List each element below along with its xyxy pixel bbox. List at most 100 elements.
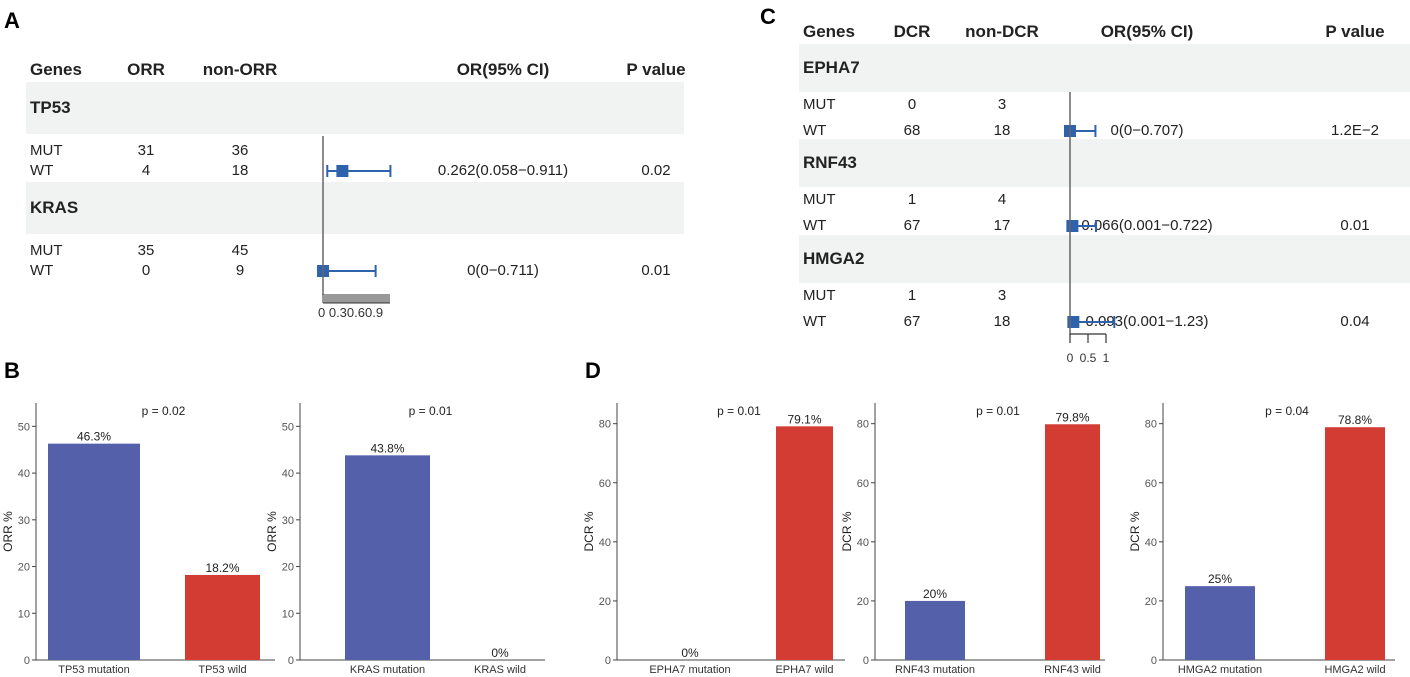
y-axis-label: DCR % [582,511,596,551]
count-responder: 0 [907,96,917,113]
p-value: 0.02 [641,162,671,179]
gene-name: HMGA2 [803,249,865,268]
p-annotation: p = 0.02 [142,404,186,418]
bar-tp53-wild [185,574,260,660]
or-ci-text: 0(0−0.711) [467,262,539,279]
column-header: OR(95% CI) [1100,22,1194,41]
count-nonresponder: 4 [997,191,1007,208]
count-responder: 4 [141,162,151,179]
bar-hmga2-mutation [1185,586,1255,660]
bar-value-label: 25% [1208,572,1232,586]
y-tick-label: 20 [1145,596,1157,608]
column-header: Genes [803,22,855,41]
y-axis-label: DCR % [840,511,854,551]
bar-rnf43-mutation [905,600,965,660]
x-tick-label: TP53 mutation [58,664,130,676]
y-tick-label: 30 [18,515,30,527]
bar-value-label: 46.3% [77,430,111,444]
x-tick-label: RNF43 mutation [895,664,975,676]
count-nonresponder: 18 [993,313,1011,330]
column-header: non-DCR [965,22,1039,41]
bar-value-label: 79.8% [1055,410,1089,424]
forest-marks: 0 0.5 1 [1064,92,1116,365]
axis-tick-labels: 0 0.30.60.9 [318,305,383,320]
y-tick-label: 30 [282,515,294,527]
count-responder: 31 [137,142,155,159]
x-tick-label: KRAS wild [474,664,526,676]
gene-band [799,139,1410,187]
y-tick-label: 0 [863,655,869,667]
p-annotation: p = 0.01 [717,404,761,418]
y-tick-label: 40 [282,468,294,480]
bar-value-label: 79.1% [787,412,821,426]
y-tick-label: 60 [599,478,611,490]
bar-rnf43-wild [1045,424,1100,660]
column-header: P value [1325,22,1385,41]
row-label: MUT [30,242,63,259]
count-nonresponder: 3 [997,287,1007,304]
y-tick-label: 80 [599,419,611,431]
y-axis-label: ORR % [1,511,15,552]
p-value: 0.01 [1340,217,1370,234]
row-label: WT [803,122,827,139]
column-header: DCR [893,22,931,41]
column-header: non-ORR [202,60,278,79]
count-responder: 68 [903,122,921,139]
row-label: WT [30,262,54,279]
count-nonresponder: 18 [993,122,1011,139]
x-tick-label: TP53 wild [198,664,246,676]
or-point [336,165,349,177]
p-value: 0.04 [1340,313,1370,330]
row-label: WT [803,313,827,330]
count-nonresponder: 17 [993,217,1011,234]
count-nonresponder: 36 [231,142,249,159]
y-tick-label: 20 [599,596,611,608]
y-tick-label: 60 [1145,478,1157,490]
y-tick-label: 60 [857,478,869,490]
y-tick-label: 20 [282,562,294,574]
y-axis-label: ORR % [265,511,279,552]
x-tick-label: EPHA7 wild [775,664,833,676]
bar-kras-mutation [345,455,430,660]
panel-label-a: A [4,8,20,33]
x-tick-label: EPHA7 mutation [649,664,730,676]
or-ci-text: 0.066(0.001−0.722) [1081,217,1213,234]
gene-band [26,182,684,234]
count-responder: 1 [907,287,917,304]
y-tick-label: 80 [857,419,869,431]
y-tick-label: 80 [1145,419,1157,431]
row-label: WT [30,162,54,179]
count-nonresponder: 3 [997,96,1007,113]
x-tick-label: RNF43 wild [1044,664,1101,676]
bar-value-label: 78.8% [1338,413,1372,427]
x-tick-label: HMGA2 wild [1324,664,1385,676]
gene-name: RNF43 [803,153,857,172]
gene-band [799,44,1410,92]
column-header: OR(95% CI) [456,60,550,79]
row-label: MUT [803,96,836,113]
bar-value-label: 20% [923,587,947,601]
bar-value-label: 43.8% [370,441,404,455]
bar-value-label: 0% [491,646,509,660]
p-value: 0.01 [641,262,671,279]
axis-tick-label: 1 [1103,351,1110,365]
axis-tick-label: 0 [1067,351,1074,365]
y-tick-label: 40 [1145,537,1157,549]
panel-label-d: D [585,358,601,383]
gene-band [799,235,1410,283]
bar-hmga2-wild [1325,427,1385,660]
or-ci-text: 0.262(0.058−0.911) [437,162,569,179]
column-header: ORR [127,60,165,79]
x-tick-label: KRAS mutation [350,664,425,676]
gene-name: TP53 [30,98,71,117]
count-nonresponder: 9 [235,262,245,279]
y-tick-label: 0 [288,655,294,667]
y-tick-label: 0 [24,655,30,667]
p-annotation: p = 0.04 [1265,404,1309,418]
count-responder: 0 [141,262,151,279]
gene-name: EPHA7 [803,58,860,77]
count-responder: 67 [903,217,921,234]
or-ci-text: 0.093(0.001−1.23) [1085,313,1209,330]
bar-value-label: 0% [681,646,699,660]
